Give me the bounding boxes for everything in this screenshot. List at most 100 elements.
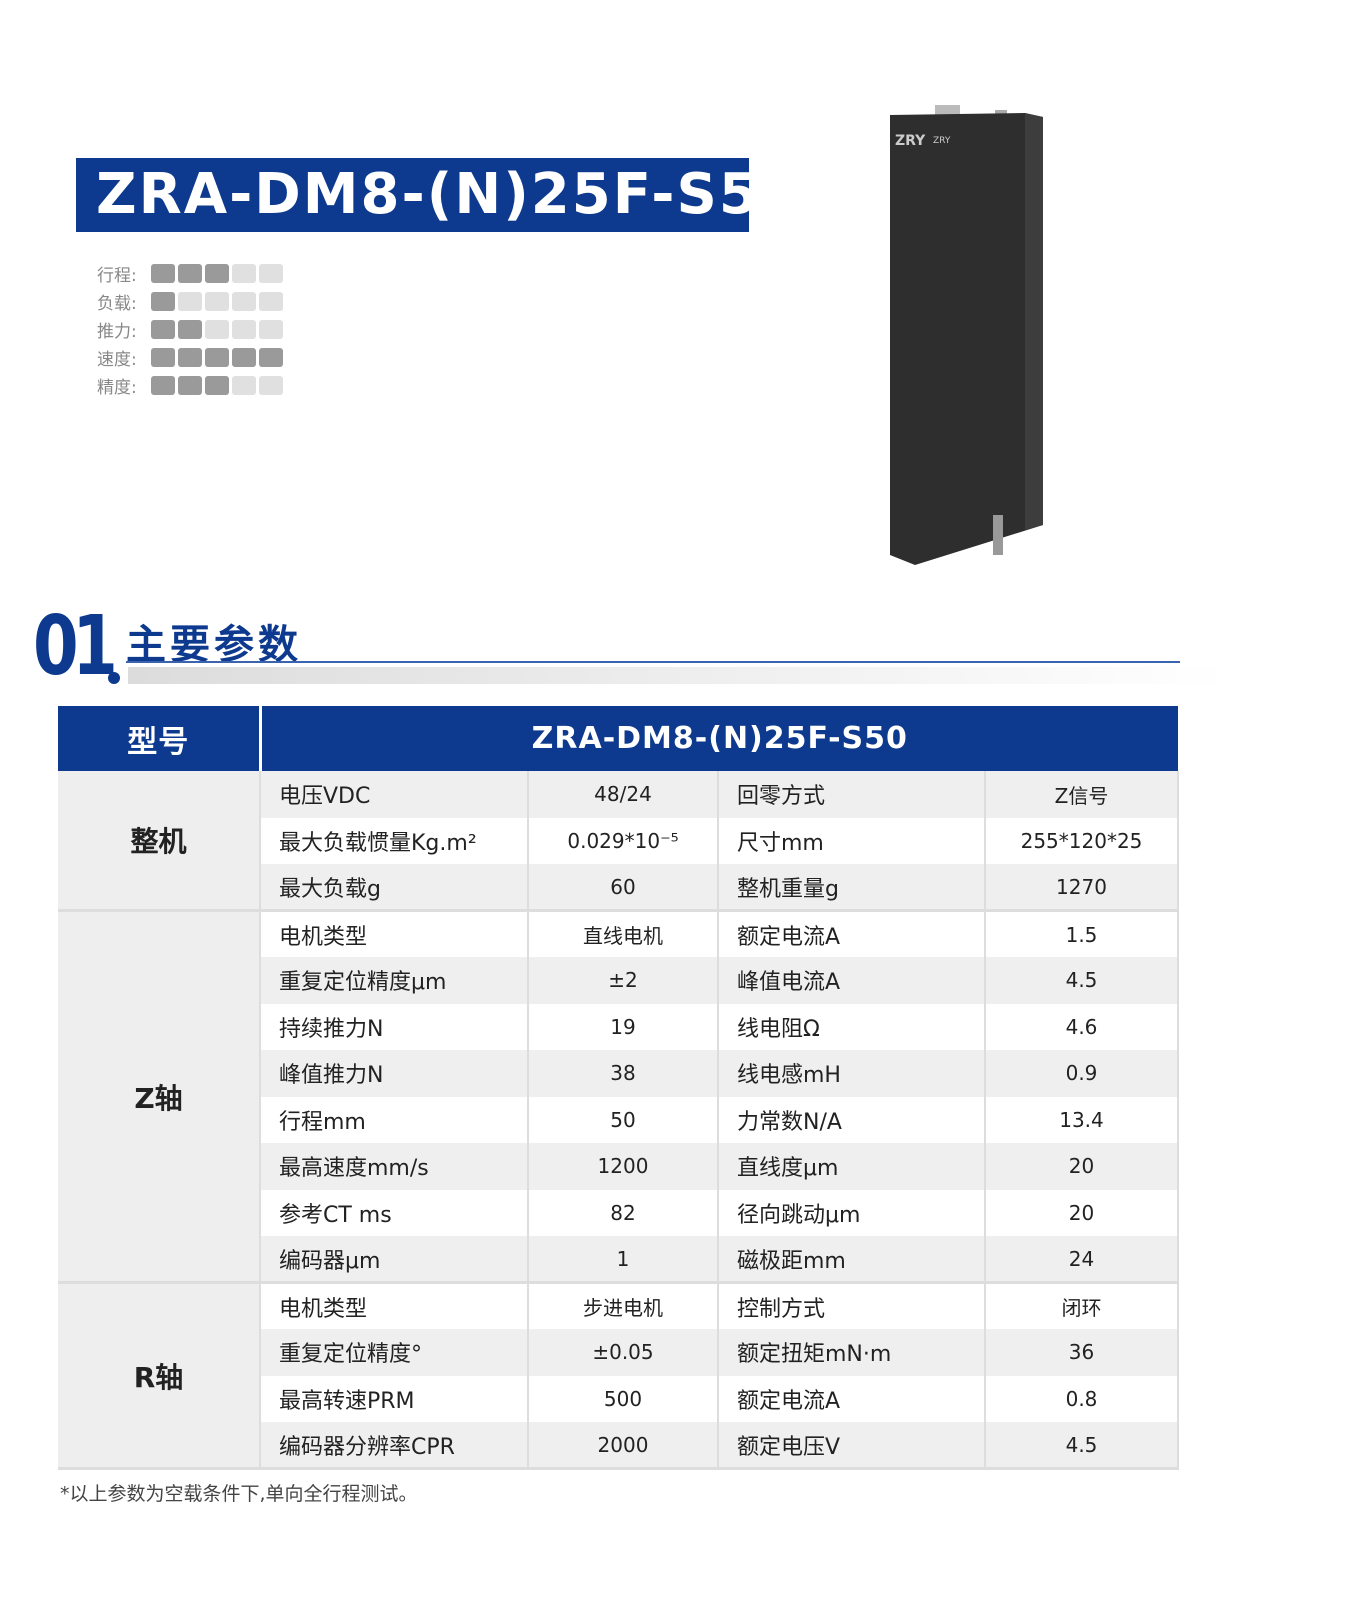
param-name: 径向跳动μm xyxy=(718,1189,986,1236)
rating-cell xyxy=(205,263,229,283)
group-label: Z轴 xyxy=(58,910,261,1284)
section-title: 主要参数 xyxy=(126,622,302,668)
rating-cell xyxy=(205,291,229,311)
param-value: 36 xyxy=(985,1329,1180,1376)
rating-row: 速度: xyxy=(97,343,286,371)
param-value: 0.029*10⁻⁵ xyxy=(528,817,719,864)
rating-cell xyxy=(232,319,256,339)
param-name: 线电感mH xyxy=(718,1050,986,1097)
header-model-label: 型号 xyxy=(58,706,262,771)
param-value: 38 xyxy=(528,1050,719,1097)
rating-cell xyxy=(232,375,256,395)
param-value: 60 xyxy=(528,864,719,912)
rating-label: 负载: xyxy=(97,293,137,314)
rating-cell xyxy=(178,347,202,367)
table-row: 整机 电压VDC 48/24 回零方式 Z信号 xyxy=(58,771,1180,912)
rating-cell xyxy=(151,263,175,283)
param-value: 1.5 xyxy=(985,910,1180,957)
table-row: 峰值推力N 38 线电感mH 0.9 xyxy=(58,1050,1180,1097)
param-value: 19 xyxy=(528,1003,719,1050)
rating-cell xyxy=(232,291,256,311)
rating-cell xyxy=(178,263,202,283)
param-value: 20 xyxy=(985,1143,1180,1190)
param-name: 额定电流A xyxy=(718,910,986,957)
product-title: ZRA-DM8-(N)25F-S50 xyxy=(76,158,799,232)
param-name: 峰值推力N xyxy=(260,1050,529,1097)
param-name: 编码器分辨率CPR xyxy=(260,1422,529,1470)
table-row: 最高速度mm/s 1200 直线度μm 20 xyxy=(58,1143,1180,1190)
rating-cell xyxy=(259,319,283,339)
param-name: 参考CT ms xyxy=(260,1189,529,1236)
table-row: 持续推力N 19 线电阻Ω 4.6 xyxy=(58,1003,1180,1050)
param-value: ±2 xyxy=(528,957,719,1004)
param-value: 48/24 xyxy=(528,771,719,818)
table-row: 行程mm 50 力常数N/A 13.4 xyxy=(58,1096,1180,1143)
rating-cell xyxy=(178,375,202,395)
table-row: 重复定位精度° ±0.05 额定扭矩mN·m 36 xyxy=(58,1329,1180,1376)
rating-row: 负载: xyxy=(97,287,286,315)
table-row: 最大负载惯量Kg.m² 0.029*10⁻⁵ 尺寸mm 255*120*25 xyxy=(58,817,1180,864)
param-value: 500 xyxy=(528,1375,719,1422)
param-name: 行程mm xyxy=(260,1096,529,1143)
rating-row: 精度: xyxy=(97,371,286,399)
rating-cell xyxy=(178,319,202,339)
param-value: 82 xyxy=(528,1189,719,1236)
param-name: 直线度μm xyxy=(718,1143,986,1190)
param-value: 直线电机 xyxy=(528,910,719,957)
param-name: 持续推力N xyxy=(260,1003,529,1050)
table-row: 重复定位精度μm ±2 峰值电流A 4.5 xyxy=(58,957,1180,1004)
table-row: 最高转速PRM 500 额定电流A 0.8 xyxy=(58,1375,1180,1422)
rating-cell xyxy=(151,347,175,367)
param-name: 尺寸mm xyxy=(718,817,986,864)
param-value: 4.5 xyxy=(985,1422,1180,1470)
group-label: R轴 xyxy=(58,1282,261,1470)
param-name: 额定电压V xyxy=(718,1422,986,1470)
param-value: 20 xyxy=(985,1189,1180,1236)
section-number: 01 xyxy=(33,599,118,694)
param-value: ±0.05 xyxy=(528,1329,719,1376)
rating-row: 推力: xyxy=(97,315,286,343)
table-row: 最大负载g 60 整机重量g 1270 xyxy=(58,864,1180,912)
param-name: 电机类型 xyxy=(260,910,529,957)
footnote: *以上参数为空载条件下,单向全行程测试。 xyxy=(60,1483,418,1505)
spec-table: 型号 ZRA-DM8-(N)25F-S50 整机 电压VDC 48/24 回零方式 Z信… xyxy=(58,706,1180,1470)
param-value: 50 xyxy=(528,1096,719,1143)
param-name: 电压VDC xyxy=(260,771,529,818)
table-row: 编码器μm 1 磁极距mm 24 xyxy=(58,1236,1180,1284)
param-name: 编码器μm xyxy=(260,1236,529,1284)
table-row: Z轴 电机类型 直线电机 额定电流A 1.5 xyxy=(58,910,1180,1284)
product-image: ZRY ZRY xyxy=(890,105,1043,565)
param-name: 额定电流A xyxy=(718,1375,986,1422)
rating-cell xyxy=(205,347,229,367)
param-value: 13.4 xyxy=(985,1096,1180,1143)
rating-row: 行程: xyxy=(97,259,286,287)
section-dot xyxy=(108,672,120,684)
param-name: 额定扭矩mN·m xyxy=(718,1329,986,1376)
param-value: 1 xyxy=(528,1236,719,1284)
group-label: 整机 xyxy=(58,771,261,912)
param-value: 1200 xyxy=(528,1143,719,1190)
rating-cell xyxy=(151,375,175,395)
rating-cell xyxy=(205,375,229,395)
param-value: 4.5 xyxy=(985,957,1180,1004)
param-name: 整机重量g xyxy=(718,864,986,912)
param-name: 最大负载g xyxy=(260,864,529,912)
table-row: R轴 电机类型 步进电机 控制方式 闭环 xyxy=(58,1282,1180,1470)
section-divider xyxy=(126,661,1180,663)
param-value: 闭环 xyxy=(985,1282,1180,1329)
param-name: 磁极距mm xyxy=(718,1236,986,1284)
rating-cell xyxy=(232,347,256,367)
rating-cell xyxy=(178,291,202,311)
param-name: 回零方式 xyxy=(718,771,986,818)
param-name: 最高转速PRM xyxy=(260,1375,529,1422)
param-name: 重复定位精度μm xyxy=(260,957,529,1004)
param-value: 4.6 xyxy=(985,1003,1180,1050)
rating-cell xyxy=(151,291,175,311)
svg-text:ZRY: ZRY xyxy=(933,136,951,146)
param-name: 重复定位精度° xyxy=(260,1329,529,1376)
param-name: 电机类型 xyxy=(260,1282,529,1329)
rating-cell xyxy=(259,291,283,311)
rating-label: 行程: xyxy=(97,265,137,286)
table-row: 编码器分辨率CPR 2000 额定电压V 4.5 xyxy=(58,1422,1180,1470)
header-model-value: ZRA-DM8-(N)25F-S50 xyxy=(260,706,1179,771)
